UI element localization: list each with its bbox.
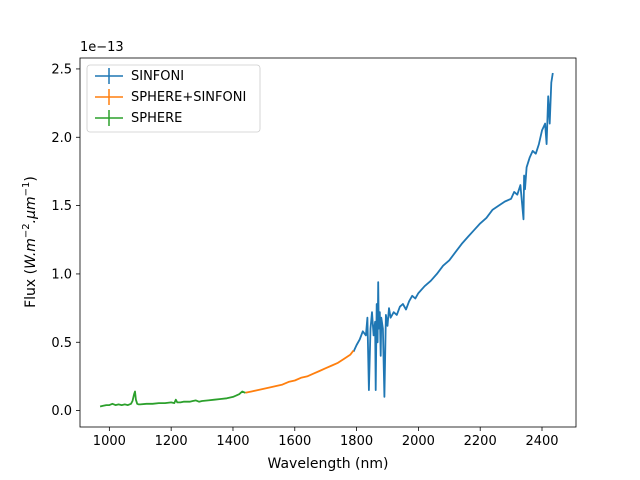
axis-ticks: 1000 1200 1400 1600 1800 2000 2200 2400 0.0 0.5 1.…	[51, 62, 558, 449]
y-tick-label: 2.0	[51, 131, 72, 146]
legend-label-sinfoni: SINFONI	[131, 69, 184, 84]
y-axis-title: Flux (W.m−2.μm−1)	[21, 176, 39, 308]
x-tick-label: 1600	[278, 434, 311, 449]
legend-box	[86, 64, 261, 133]
legend-entry-sinfoni: SINFONI	[95, 68, 184, 84]
y-offset-label: 1e−13	[80, 40, 124, 55]
legend-entry-sphere: SPHERE	[95, 110, 182, 126]
series-line-sinfoni	[352, 72, 554, 398]
legend-label-sphere: SPHERE	[131, 111, 182, 126]
x-tick-label: 2000	[402, 434, 435, 449]
y-tick-label: 0.0	[51, 404, 72, 419]
x-tick-label: 1200	[155, 434, 188, 449]
legend-entry-sphere-sinfoni: SPHERE+SINFONI	[95, 89, 246, 105]
x-tick-label: 1800	[340, 434, 373, 449]
y-tick-label: 1.0	[51, 267, 72, 282]
legend-label-sphere-sinfoni: SPHERE+SINFONI	[131, 90, 246, 105]
y-tick-label: 1.5	[51, 199, 72, 214]
x-axis-title: Wavelength (nm)	[268, 456, 389, 472]
legend: SINFONI SPHERE+SINFONI SPHERE	[86, 64, 261, 133]
series-layer	[99, 72, 554, 408]
y-tick-label: 0.5	[51, 336, 72, 351]
x-tick-label: 2400	[525, 434, 558, 449]
series-line-sphere-sinfoni	[245, 349, 355, 394]
y-tick-label: 2.5	[51, 62, 72, 77]
x-tick-label: 1400	[216, 434, 249, 449]
x-tick-label: 2200	[464, 434, 497, 449]
series-line-sphere	[99, 390, 246, 408]
x-tick-label: 1000	[93, 434, 126, 449]
plot-frame	[79, 57, 577, 428]
